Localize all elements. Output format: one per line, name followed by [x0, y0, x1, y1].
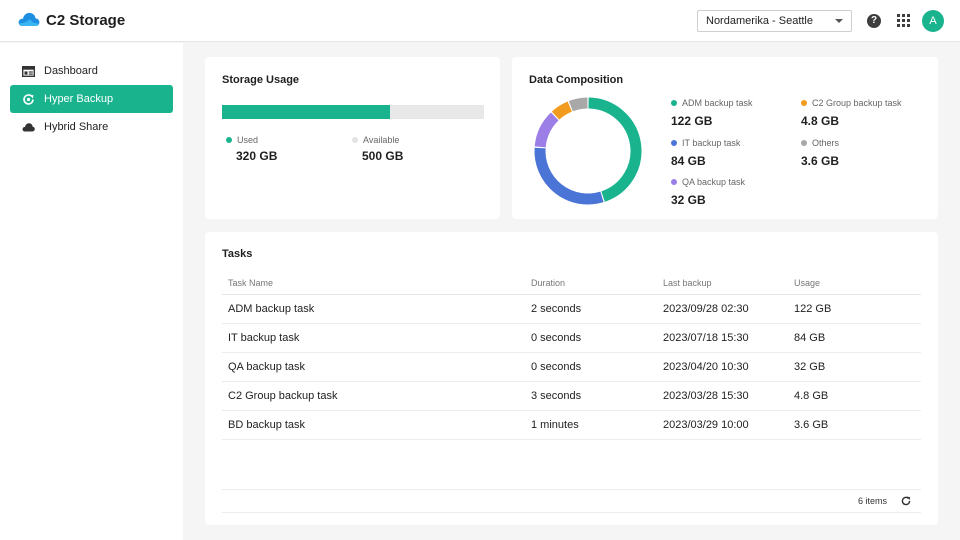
last-backup-cell: 2023/04/20 10:30	[663, 361, 749, 373]
sidebar-item-hybrid-share[interactable]: Hybrid Share	[10, 113, 173, 141]
region-select[interactable]: Nordamerika - Seattle	[697, 10, 852, 32]
duration-cell: 0 seconds	[531, 361, 582, 373]
sidebar-item-dashboard[interactable]: Dashboard	[10, 57, 173, 85]
dashboard-icon	[22, 65, 35, 78]
top-bar: C2 Storage Nordamerika - Seattle ? A	[0, 0, 960, 42]
available-legend: Available	[352, 135, 399, 145]
legend-value: 84 GB	[671, 154, 706, 168]
table-footer: 6 items	[222, 489, 921, 513]
legend-item-c2-group: C2 Group backup task 4.8 GB	[801, 98, 902, 128]
legend-item-adm: ADM backup task 122 GB	[671, 98, 753, 128]
legend-item-others: Others 3.6 GB	[801, 138, 839, 168]
tasks-title: Tasks	[222, 248, 253, 260]
sidebar: Dashboard Hyper Backup Hybrid Share	[0, 43, 183, 540]
column-header-task-name[interactable]: Task Name	[228, 278, 274, 288]
column-header-usage[interactable]: Usage	[794, 278, 821, 288]
help-icon[interactable]: ?	[867, 14, 881, 28]
task-name-cell: IT backup task	[228, 332, 300, 344]
refresh-icon[interactable]	[900, 495, 912, 507]
available-dot	[352, 137, 358, 143]
table-row[interactable]: C2 Group backup task 3 seconds 2023/03/2…	[222, 382, 921, 411]
legend-dot	[671, 100, 677, 106]
legend-label: IT backup task	[682, 138, 741, 148]
brand[interactable]: C2 Storage	[18, 11, 125, 30]
cloud-icon	[22, 121, 35, 134]
data-composition-title: Data Composition	[529, 74, 624, 86]
legend-dot	[801, 140, 807, 146]
sidebar-item-label: Hyper Backup	[44, 93, 114, 105]
usage-cell: 4.8 GB	[794, 390, 829, 402]
duration-cell: 2 seconds	[531, 303, 582, 315]
storage-usage-title: Storage Usage	[222, 74, 300, 86]
last-backup-cell: 2023/07/18 15:30	[663, 332, 749, 344]
legend-label: Others	[812, 138, 840, 148]
usage-cell: 122 GB	[794, 303, 832, 315]
app-title: C2 Storage	[46, 12, 126, 29]
table-header: Task Name Duration Last backup Usage	[222, 272, 921, 295]
storage-usage-bar	[222, 105, 484, 119]
available-value: 500 GB	[362, 149, 404, 163]
table-row[interactable]: QA backup task 0 seconds 2023/04/20 10:3…	[222, 353, 921, 382]
task-name-cell: C2 Group backup task	[228, 390, 338, 402]
table-row[interactable]: BD backup task 1 minutes 2023/03/29 10:0…	[222, 411, 921, 440]
usage-cell: 3.6 GB	[794, 419, 829, 431]
legend-value: 3.6 GB	[801, 154, 840, 168]
last-backup-cell: 2023/03/29 10:00	[663, 419, 749, 431]
donut-slice-1	[588, 97, 642, 202]
column-header-duration[interactable]: Duration	[531, 278, 566, 288]
usage-cell: 32 GB	[794, 361, 826, 373]
donut-slice-3	[534, 112, 559, 148]
composition-donut-chart	[534, 97, 642, 205]
cloud-logo-icon	[18, 11, 40, 30]
used-legend: Used	[226, 135, 258, 145]
duration-cell: 0 seconds	[531, 332, 582, 344]
task-name-cell: BD backup task	[228, 419, 306, 431]
duration-cell: 1 minutes	[531, 419, 579, 431]
backup-icon	[22, 93, 35, 106]
donut-slice-5	[568, 97, 588, 112]
sidebar-item-label: Hybrid Share	[44, 121, 109, 133]
sidebar-item-hyper-backup[interactable]: Hyper Backup	[10, 85, 173, 113]
usage-cell: 84 GB	[794, 332, 826, 344]
task-name-cell: QA backup task	[228, 361, 306, 373]
table-row[interactable]: IT backup task 0 seconds 2023/07/18 15:3…	[222, 324, 921, 353]
used-dot	[226, 137, 232, 143]
legend-value: 32 GB	[671, 193, 706, 207]
storage-usage-bar-fill	[222, 105, 390, 119]
apps-grid-icon[interactable]	[897, 14, 910, 27]
data-composition-card: Data Composition ADM backup task 122 GB …	[512, 57, 938, 219]
duration-cell: 3 seconds	[531, 390, 582, 402]
legend-label: QA backup task	[682, 177, 746, 187]
legend-dot	[801, 100, 807, 106]
table-row[interactable]: ADM backup task 2 seconds 2023/09/28 02:…	[222, 295, 921, 324]
legend-dot	[671, 140, 677, 146]
available-label: Available	[363, 135, 400, 145]
region-select-value: Nordamerika - Seattle	[706, 15, 813, 27]
last-backup-cell: 2023/09/28 02:30	[663, 303, 749, 315]
used-label: Used	[237, 135, 259, 145]
tasks-card: Tasks Task Name Duration Last backup Usa…	[205, 232, 938, 525]
last-backup-cell: 2023/03/28 15:30	[663, 390, 749, 402]
avatar[interactable]: A	[922, 10, 944, 32]
used-value: 320 GB	[236, 149, 278, 163]
donut-slice-4	[551, 101, 573, 120]
legend-item-it: IT backup task 84 GB	[671, 138, 740, 168]
item-count: 6 items	[857, 496, 887, 506]
chevron-down-icon	[835, 19, 843, 23]
storage-usage-card: Storage Usage Used 320 GB Available 500 …	[205, 57, 500, 219]
legend-dot	[671, 179, 677, 185]
sidebar-item-label: Dashboard	[44, 65, 98, 77]
legend-item-qa: QA backup task 32 GB	[671, 177, 745, 207]
task-name-cell: ADM backup task	[228, 303, 315, 315]
tasks-table: Task Name Duration Last backup Usage ADM…	[222, 272, 921, 440]
legend-value: 122 GB	[671, 114, 713, 128]
legend-value: 4.8 GB	[801, 114, 840, 128]
column-header-last-backup[interactable]: Last backup	[663, 278, 712, 288]
donut-slice-2	[534, 147, 604, 205]
legend-label: C2 Group backup task	[812, 98, 902, 108]
legend-label: ADM backup task	[682, 98, 753, 108]
